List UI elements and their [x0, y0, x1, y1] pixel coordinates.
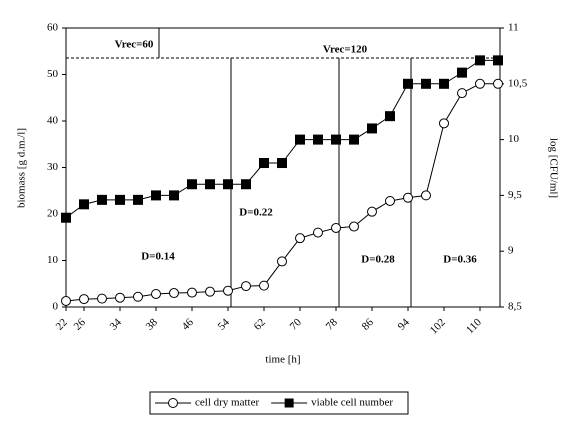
- data-point: [439, 118, 449, 129]
- annotation: Vrec=120: [323, 44, 368, 56]
- data-point: [223, 285, 233, 296]
- data-point: [439, 78, 449, 89]
- y2-tick-label: 9,5: [508, 189, 522, 201]
- data-point: [385, 195, 395, 206]
- data-point: [133, 194, 143, 205]
- data-point: [169, 288, 179, 299]
- x-tick-label: 26: [72, 316, 89, 333]
- data-point: [367, 123, 377, 134]
- data-point: [169, 190, 179, 201]
- data-point: [421, 78, 431, 89]
- series-line: [65, 83, 498, 302]
- data-point: [151, 288, 161, 299]
- y-tick-label: 30: [47, 161, 59, 173]
- y-axis-title: biomass [g d.m./l]: [16, 128, 28, 208]
- data-point: [475, 55, 485, 66]
- legend-label: viable cell number: [311, 397, 393, 409]
- x-tick-label: 38: [144, 316, 161, 333]
- y-tick-label: 10: [47, 254, 59, 266]
- x-tick-label: 62: [252, 316, 268, 332]
- data-point: [97, 293, 107, 304]
- data-point: [223, 179, 233, 190]
- data-point: [79, 294, 89, 305]
- data-point: [385, 111, 395, 122]
- data-point: [457, 67, 467, 78]
- data-point: [259, 280, 269, 291]
- data-point: [421, 190, 431, 201]
- x-tick-label: 34: [108, 316, 125, 333]
- x-tick-label: 70: [288, 316, 305, 333]
- data-point: [241, 179, 251, 190]
- data-point: [277, 158, 287, 169]
- y-tick-label: 20: [47, 208, 59, 220]
- y2-tick-label: 9: [508, 245, 514, 257]
- y2-axis-title: log [CFU/ml]: [547, 138, 559, 198]
- data-point: [475, 78, 485, 89]
- annotation: Vrec=60: [115, 39, 154, 51]
- data-point: [367, 206, 377, 217]
- data-point: [295, 134, 305, 145]
- annotation: D=0.28: [361, 254, 395, 266]
- x-axis-title: time [h]: [265, 354, 300, 366]
- data-point: [295, 233, 305, 244]
- y-tick-label: 40: [47, 115, 59, 127]
- data-point: [151, 190, 161, 201]
- data-point: [313, 134, 323, 145]
- data-point: [277, 256, 287, 267]
- data-point: [493, 55, 503, 66]
- data-point: [493, 78, 503, 89]
- data-point: [61, 212, 71, 223]
- x-tick-label: 94: [396, 316, 413, 333]
- annotation: D=0.36: [443, 254, 477, 266]
- data-point: [205, 179, 215, 190]
- x-tick-label: 46: [180, 316, 197, 333]
- x-tick-label: 22: [54, 316, 70, 332]
- data-point: [115, 292, 125, 303]
- data-point: [187, 179, 197, 190]
- data-point: [331, 222, 341, 233]
- y2-tick-label: 11: [508, 22, 519, 34]
- annotation: D=0.14: [141, 251, 175, 263]
- data-point: [187, 287, 197, 298]
- data-point: [241, 281, 251, 292]
- data-point: [259, 158, 269, 169]
- y2-tick-label: 8,5: [508, 301, 522, 313]
- legend-marker: [168, 398, 178, 408]
- data-point: [313, 227, 323, 238]
- data-point: [349, 221, 359, 232]
- data-point: [349, 134, 359, 145]
- data-point: [403, 78, 413, 89]
- data-point: [133, 291, 143, 302]
- data-point: [115, 194, 125, 205]
- y-tick-label: 60: [47, 22, 59, 34]
- legend-label: cell dry matter: [195, 397, 259, 409]
- x-tick-label: 110: [464, 316, 484, 336]
- x-tick-label: 86: [360, 316, 377, 333]
- y2-tick-label: 10,5: [508, 77, 528, 89]
- y2-tick-label: 10: [508, 133, 520, 145]
- legend-marker: [284, 398, 294, 408]
- x-tick-label: 54: [216, 316, 233, 333]
- data-point: [79, 199, 89, 210]
- x-tick-label: 102: [428, 316, 448, 336]
- data-point: [205, 286, 215, 297]
- y-tick-label: 0: [53, 301, 59, 313]
- data-point: [97, 194, 107, 205]
- annotation: D=0.22: [239, 207, 273, 219]
- data-point: [403, 192, 413, 203]
- data-point: [61, 295, 71, 306]
- series-line: [65, 59, 498, 219]
- x-tick-label: 78: [324, 316, 341, 333]
- data-point: [457, 88, 467, 99]
- y-tick-label: 50: [47, 68, 59, 80]
- data-point: [331, 134, 341, 145]
